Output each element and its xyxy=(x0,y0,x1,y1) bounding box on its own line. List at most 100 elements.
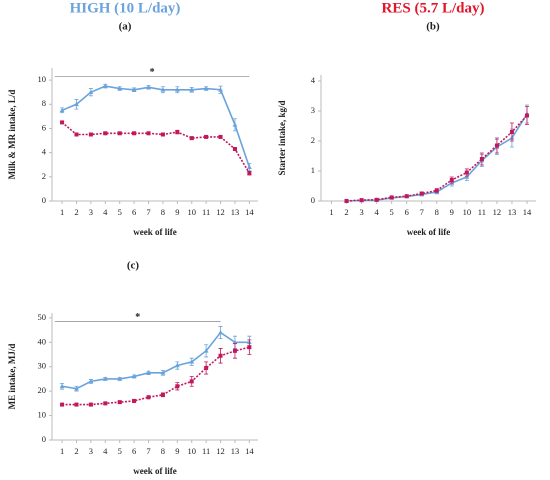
marker xyxy=(60,402,65,407)
marker xyxy=(374,197,379,202)
marker xyxy=(88,89,94,94)
marker xyxy=(88,132,93,137)
marker xyxy=(132,398,137,403)
x-tick-label: 4 xyxy=(103,207,108,217)
marker xyxy=(74,101,79,107)
marker xyxy=(218,353,223,358)
marker xyxy=(189,379,194,384)
marker xyxy=(88,378,94,384)
marker xyxy=(117,131,122,136)
y-tick-label: 6 xyxy=(42,122,46,132)
marker xyxy=(146,131,151,136)
marker xyxy=(117,85,123,91)
y-tick-label: 40 xyxy=(38,336,47,346)
marker xyxy=(59,107,65,113)
marker xyxy=(102,376,108,381)
x-axis-label: week of life xyxy=(133,466,176,476)
series-line xyxy=(346,113,528,202)
x-tick-label: 3 xyxy=(89,207,93,217)
marker xyxy=(389,195,394,200)
group-label-high: HIGH (10 L/day) xyxy=(70,0,181,16)
marker xyxy=(344,199,349,203)
y-tick-label: 1 xyxy=(311,165,315,175)
marker xyxy=(160,370,166,375)
x-tick-label: 9 xyxy=(450,207,454,217)
x-tick-label: 2 xyxy=(74,446,78,456)
series-line xyxy=(61,121,251,174)
x-tick-label: 8 xyxy=(435,207,439,217)
x-tick-label: 12 xyxy=(216,207,225,217)
marker xyxy=(117,376,123,381)
x-tick-label: 11 xyxy=(478,207,486,217)
marker xyxy=(509,130,514,134)
panel-label: (a) xyxy=(119,21,132,33)
marker xyxy=(359,198,364,203)
marker xyxy=(203,85,209,91)
y-tick-label: 0 xyxy=(42,434,46,444)
marker xyxy=(146,370,151,375)
x-tick-label: 13 xyxy=(508,207,517,217)
y-tick-label: 8 xyxy=(42,98,46,108)
marker xyxy=(59,383,65,389)
series-line xyxy=(346,114,528,202)
y-tick-label: 50 xyxy=(38,312,47,322)
x-tick-label: 6 xyxy=(405,207,409,217)
y-axis-label: Starter intake, kg/d xyxy=(277,100,287,175)
marker xyxy=(218,134,223,139)
x-tick-label: 6 xyxy=(132,446,136,456)
x-tick-label: 8 xyxy=(161,446,165,456)
marker xyxy=(449,178,454,182)
x-tick-label: 1 xyxy=(60,446,64,456)
marker xyxy=(232,122,238,127)
marker xyxy=(146,84,151,90)
marker xyxy=(494,143,499,148)
x-tick-label: 11 xyxy=(202,207,210,217)
x-tick-label: 13 xyxy=(231,446,240,456)
x-tick-label: 8 xyxy=(161,207,165,217)
marker xyxy=(175,130,180,135)
marker xyxy=(103,131,108,136)
y-tick-label: 10 xyxy=(38,410,47,420)
significance-star: * xyxy=(150,67,155,78)
marker xyxy=(189,359,195,364)
marker xyxy=(117,400,122,405)
marker xyxy=(464,174,470,179)
series-line xyxy=(62,346,250,406)
marker xyxy=(218,329,223,335)
panel-label: (c) xyxy=(127,260,140,272)
y-tick-label: 4 xyxy=(311,75,316,85)
y-tick-label: 3 xyxy=(311,105,315,115)
marker xyxy=(174,87,180,92)
marker xyxy=(88,402,93,407)
marker xyxy=(464,170,469,175)
x-tick-label: 7 xyxy=(146,207,150,217)
x-tick-label: 10 xyxy=(187,207,196,217)
x-tick-label: 14 xyxy=(245,207,254,217)
marker xyxy=(419,191,424,196)
x-tick-label: 7 xyxy=(146,446,150,456)
y-tick-label: 2 xyxy=(42,171,46,181)
marker xyxy=(160,87,166,92)
x-tick-label: 5 xyxy=(118,207,122,217)
x-tick-label: 4 xyxy=(375,207,380,217)
y-axis-label: ME intake, MJ/d xyxy=(7,344,17,410)
marker xyxy=(232,147,237,152)
marker xyxy=(434,188,439,193)
marker xyxy=(232,339,238,345)
x-tick-label: 1 xyxy=(329,207,333,217)
marker xyxy=(102,83,108,88)
marker xyxy=(218,87,223,92)
x-tick-label: 6 xyxy=(132,207,136,217)
panel-label: (b) xyxy=(426,21,440,33)
marker xyxy=(103,401,108,406)
x-tick-label: 1 xyxy=(60,207,64,217)
series-line xyxy=(61,85,251,168)
marker xyxy=(204,134,209,139)
marker xyxy=(524,113,529,118)
marker xyxy=(203,348,209,353)
y-tick-label: 30 xyxy=(38,361,47,371)
marker xyxy=(132,131,137,136)
x-tick-label: 2 xyxy=(344,207,348,217)
x-tick-label: 14 xyxy=(523,207,532,217)
